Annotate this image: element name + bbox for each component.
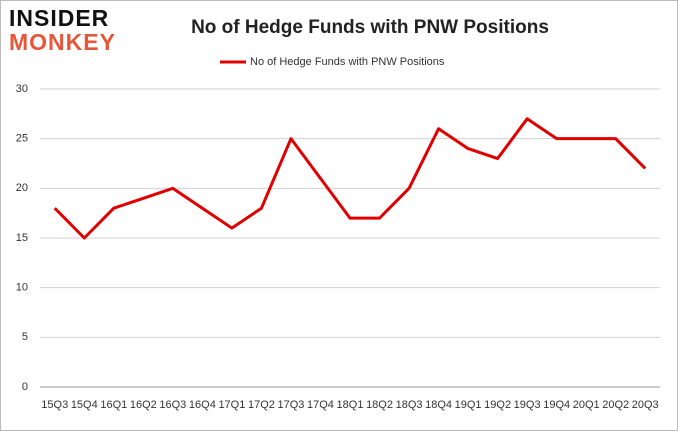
y-tick-label: 25 [16, 133, 28, 145]
logo-line1: INSIDER [9, 5, 109, 31]
x-tick-label: 20Q3 [632, 399, 659, 411]
x-tick-label: 20Q2 [602, 399, 629, 411]
x-tick-label: 18Q3 [396, 399, 423, 411]
x-tick-label: 17Q3 [277, 399, 304, 411]
legend-label: No of Hedge Funds with PNW Positions [250, 56, 445, 68]
y-tick-label: 10 [16, 282, 28, 294]
x-tick-label: 17Q4 [307, 399, 334, 411]
y-tick-label: 0 [22, 381, 28, 393]
x-tick-label: 16Q1 [100, 399, 127, 411]
line-series [53, 117, 647, 240]
x-tick-label: 18Q1 [337, 399, 364, 411]
x-tick-label: 19Q1 [455, 399, 482, 411]
y-tick-label: 30 [16, 83, 28, 95]
x-tick-label: 15Q4 [71, 399, 98, 411]
x-tick-label: 19Q4 [543, 399, 570, 411]
x-tick-label: 17Q2 [248, 399, 275, 411]
x-tick-label: 16Q3 [159, 399, 186, 411]
y-tick-label: 15 [16, 232, 28, 244]
x-tick-label: 15Q3 [41, 399, 68, 411]
y-tick-label: 20 [16, 182, 28, 194]
y-tick-label: 5 [22, 331, 28, 343]
x-tick-label: 18Q4 [425, 399, 452, 411]
x-tick-label: 18Q2 [366, 399, 393, 411]
x-tick-label: 20Q1 [573, 399, 600, 411]
x-tick-label: 16Q4 [189, 399, 216, 411]
x-tick-label: 19Q3 [514, 399, 541, 411]
x-tick-label: 17Q1 [218, 399, 245, 411]
x-tick-label: 16Q2 [130, 399, 157, 411]
logo-line2: MONKEY [9, 29, 116, 55]
x-tick-label: 19Q2 [484, 399, 511, 411]
chart-title: No of Hedge Funds with PNW Positions [191, 17, 549, 38]
